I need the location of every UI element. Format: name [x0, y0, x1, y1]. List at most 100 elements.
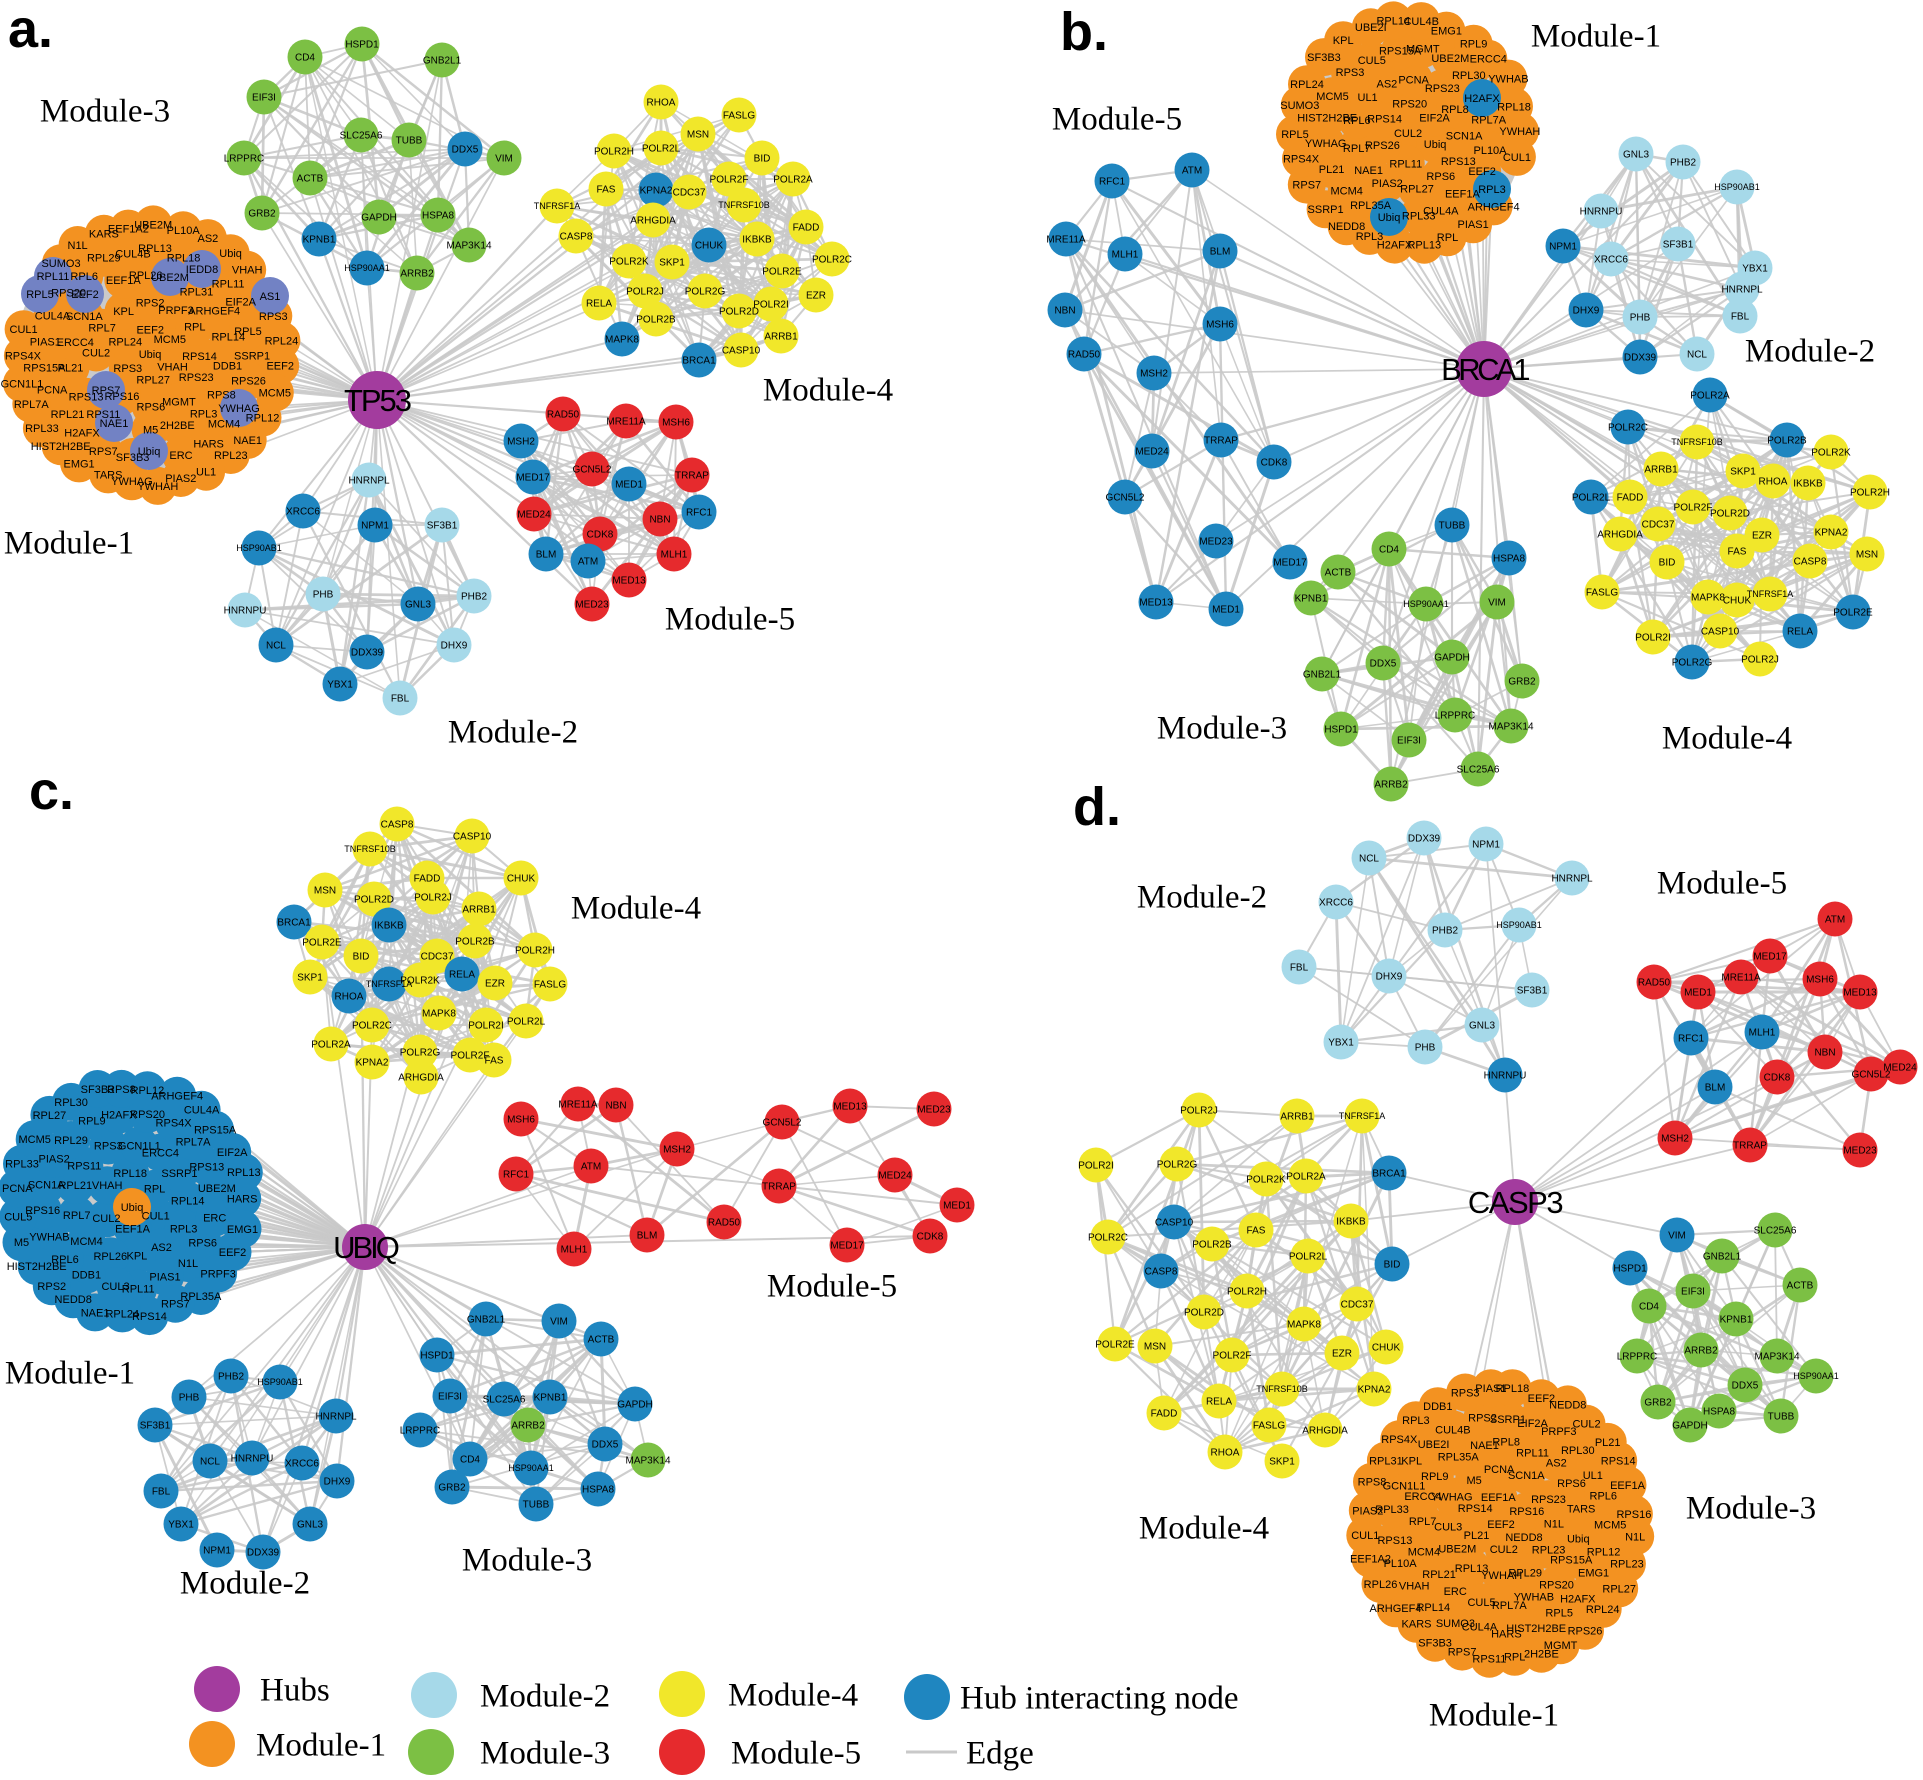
svg-text:BID: BID	[1659, 558, 1676, 569]
svg-text:FAS: FAS	[485, 1056, 504, 1067]
svg-text:ARRB2: ARRB2	[1684, 1346, 1718, 1357]
svg-text:POLR2L: POLR2L	[507, 1017, 546, 1028]
svg-text:TNFRSF1A: TNFRSF1A	[1747, 589, 1794, 599]
svg-text:CD4: CD4	[1639, 1302, 1659, 1313]
svg-text:RPS14: RPS14	[1367, 114, 1402, 126]
svg-text:PIAS2: PIAS2	[1372, 178, 1403, 190]
svg-text:NCL: NCL	[266, 641, 286, 652]
svg-text:KPNB1: KPNB1	[1720, 1315, 1753, 1326]
svg-text:NPM1: NPM1	[1549, 242, 1577, 253]
svg-text:ARHGEF4: ARHGEF4	[1370, 1603, 1422, 1615]
svg-text:CUL2: CUL2	[1572, 1419, 1600, 1431]
svg-text:Ubiq: Ubiq	[1424, 139, 1447, 151]
svg-text:YBX1: YBX1	[168, 1520, 194, 1531]
svg-text:MSH2: MSH2	[1661, 1134, 1689, 1145]
svg-text:RPS7: RPS7	[161, 1299, 190, 1311]
svg-text:HIST2H2BE: HIST2H2BE	[7, 1261, 67, 1273]
svg-text:XRCC6: XRCC6	[1319, 898, 1353, 909]
svg-text:POLR2B: POLR2B	[636, 315, 676, 326]
svg-text:MSH6: MSH6	[1806, 975, 1834, 986]
svg-text:YWHAB: YWHAB	[1488, 73, 1528, 85]
svg-text:Module-1: Module-1	[1531, 19, 1661, 55]
svg-text:GCN1L1: GCN1L1	[1, 378, 44, 390]
svg-text:TARS: TARS	[1567, 1504, 1596, 1516]
svg-text:BLM: BLM	[637, 1231, 658, 1242]
svg-text:ACTB: ACTB	[1787, 1281, 1814, 1292]
svg-text:UL1: UL1	[1583, 1470, 1603, 1482]
svg-text:MED1: MED1	[943, 1201, 971, 1212]
svg-text:SF3B1: SF3B1	[427, 521, 458, 532]
svg-text:d.: d.	[1073, 777, 1121, 837]
svg-text:CHUK: CHUK	[1372, 1343, 1401, 1354]
svg-text:MLH1: MLH1	[1749, 1028, 1776, 1039]
svg-text:AS2: AS2	[198, 233, 219, 245]
svg-text:PHB: PHB	[1630, 313, 1651, 324]
svg-text:MED17: MED17	[1753, 952, 1787, 963]
svg-text:GCN1L1: GCN1L1	[1383, 1480, 1426, 1492]
svg-text:SKP1: SKP1	[1730, 467, 1756, 478]
svg-text:ARRB1: ARRB1	[1280, 1112, 1314, 1123]
svg-text:NPM1: NPM1	[203, 1546, 231, 1557]
svg-text:RPL35A: RPL35A	[1350, 200, 1392, 212]
svg-text:EMG1: EMG1	[1578, 1568, 1609, 1580]
svg-text:POLR2A: POLR2A	[1286, 1172, 1326, 1183]
svg-text:TUBB: TUBB	[1768, 1412, 1795, 1423]
svg-text:TP53: TP53	[344, 383, 411, 418]
svg-text:RPL7: RPL7	[63, 1210, 91, 1222]
svg-text:HARS: HARS	[227, 1193, 258, 1205]
svg-text:SF3B3: SF3B3	[116, 452, 150, 464]
svg-text:RPS6: RPS6	[137, 402, 166, 414]
svg-text:N1L: N1L	[1625, 1531, 1645, 1543]
svg-text:EIF3I: EIF3I	[1681, 1287, 1705, 1298]
svg-text:LRPPRC: LRPPRC	[1617, 1352, 1658, 1363]
svg-text:HSPA8: HSPA8	[582, 1485, 614, 1496]
svg-text:ERC: ERC	[203, 1212, 226, 1224]
svg-text:RPS8: RPS8	[207, 389, 236, 401]
svg-text:RELA: RELA	[1787, 627, 1813, 638]
svg-text:BID: BID	[754, 154, 771, 165]
svg-text:ATM: ATM	[578, 557, 598, 568]
svg-text:FASLG: FASLG	[534, 980, 566, 991]
svg-text:IKBKB: IKBKB	[1793, 479, 1823, 490]
svg-text:Module-4: Module-4	[763, 373, 893, 409]
svg-text:SLC25A6: SLC25A6	[340, 131, 383, 142]
svg-text:Module-5: Module-5	[1052, 102, 1182, 138]
svg-text:RPL11: RPL11	[1516, 1447, 1549, 1459]
svg-text:EMG1: EMG1	[1431, 25, 1462, 37]
svg-text:CASP3: CASP3	[1468, 1185, 1562, 1220]
svg-text:Ubiq: Ubiq	[219, 248, 242, 260]
svg-text:PIAS1: PIAS1	[30, 336, 61, 348]
svg-text:POLR2B: POLR2B	[1192, 1240, 1232, 1251]
svg-text:MED17: MED17	[516, 473, 550, 484]
svg-text:MED24: MED24	[1883, 1063, 1917, 1074]
svg-text:Ubiq: Ubiq	[121, 1202, 144, 1214]
svg-text:HSP90AA1: HSP90AA1	[1403, 599, 1449, 609]
svg-text:SCN1A: SCN1A	[28, 1180, 65, 1192]
svg-text:DDX39: DDX39	[247, 1548, 280, 1559]
svg-text:EMG1: EMG1	[227, 1224, 258, 1236]
svg-text:SKP1: SKP1	[1269, 1457, 1295, 1468]
svg-text:CASP8: CASP8	[560, 232, 593, 243]
svg-text:FASLG: FASLG	[723, 111, 755, 122]
svg-text:RPS20: RPS20	[1392, 98, 1427, 110]
svg-text:ARRB2: ARRB2	[1374, 780, 1408, 791]
svg-text:b.: b.	[1060, 2, 1108, 62]
svg-text:MSN: MSN	[314, 886, 336, 897]
svg-text:NEDD8: NEDD8	[1328, 221, 1365, 233]
svg-text:RPS7: RPS7	[1448, 1646, 1477, 1658]
svg-text:TNFRSF1A: TNFRSF1A	[534, 201, 581, 211]
svg-text:POLR2E: POLR2E	[1095, 1340, 1135, 1351]
svg-text:ARRB1: ARRB1	[764, 332, 798, 343]
svg-text:YWHAH: YWHAH	[1499, 126, 1540, 138]
svg-text:RHOA: RHOA	[1759, 477, 1788, 488]
svg-text:BRCA1: BRCA1	[277, 918, 311, 929]
svg-text:TUBB: TUBB	[396, 136, 423, 147]
svg-text:KPNB1: KPNB1	[1295, 594, 1328, 605]
svg-text:HNRNPL: HNRNPL	[348, 476, 390, 487]
svg-text:DDB1: DDB1	[1423, 1401, 1452, 1413]
svg-text:UL1: UL1	[196, 467, 216, 479]
svg-text:RPL26: RPL26	[93, 1251, 127, 1263]
svg-text:RPL18: RPL18	[1496, 1383, 1530, 1395]
svg-text:Module-3: Module-3	[40, 94, 170, 130]
svg-text:RPL3: RPL3	[170, 1223, 198, 1235]
